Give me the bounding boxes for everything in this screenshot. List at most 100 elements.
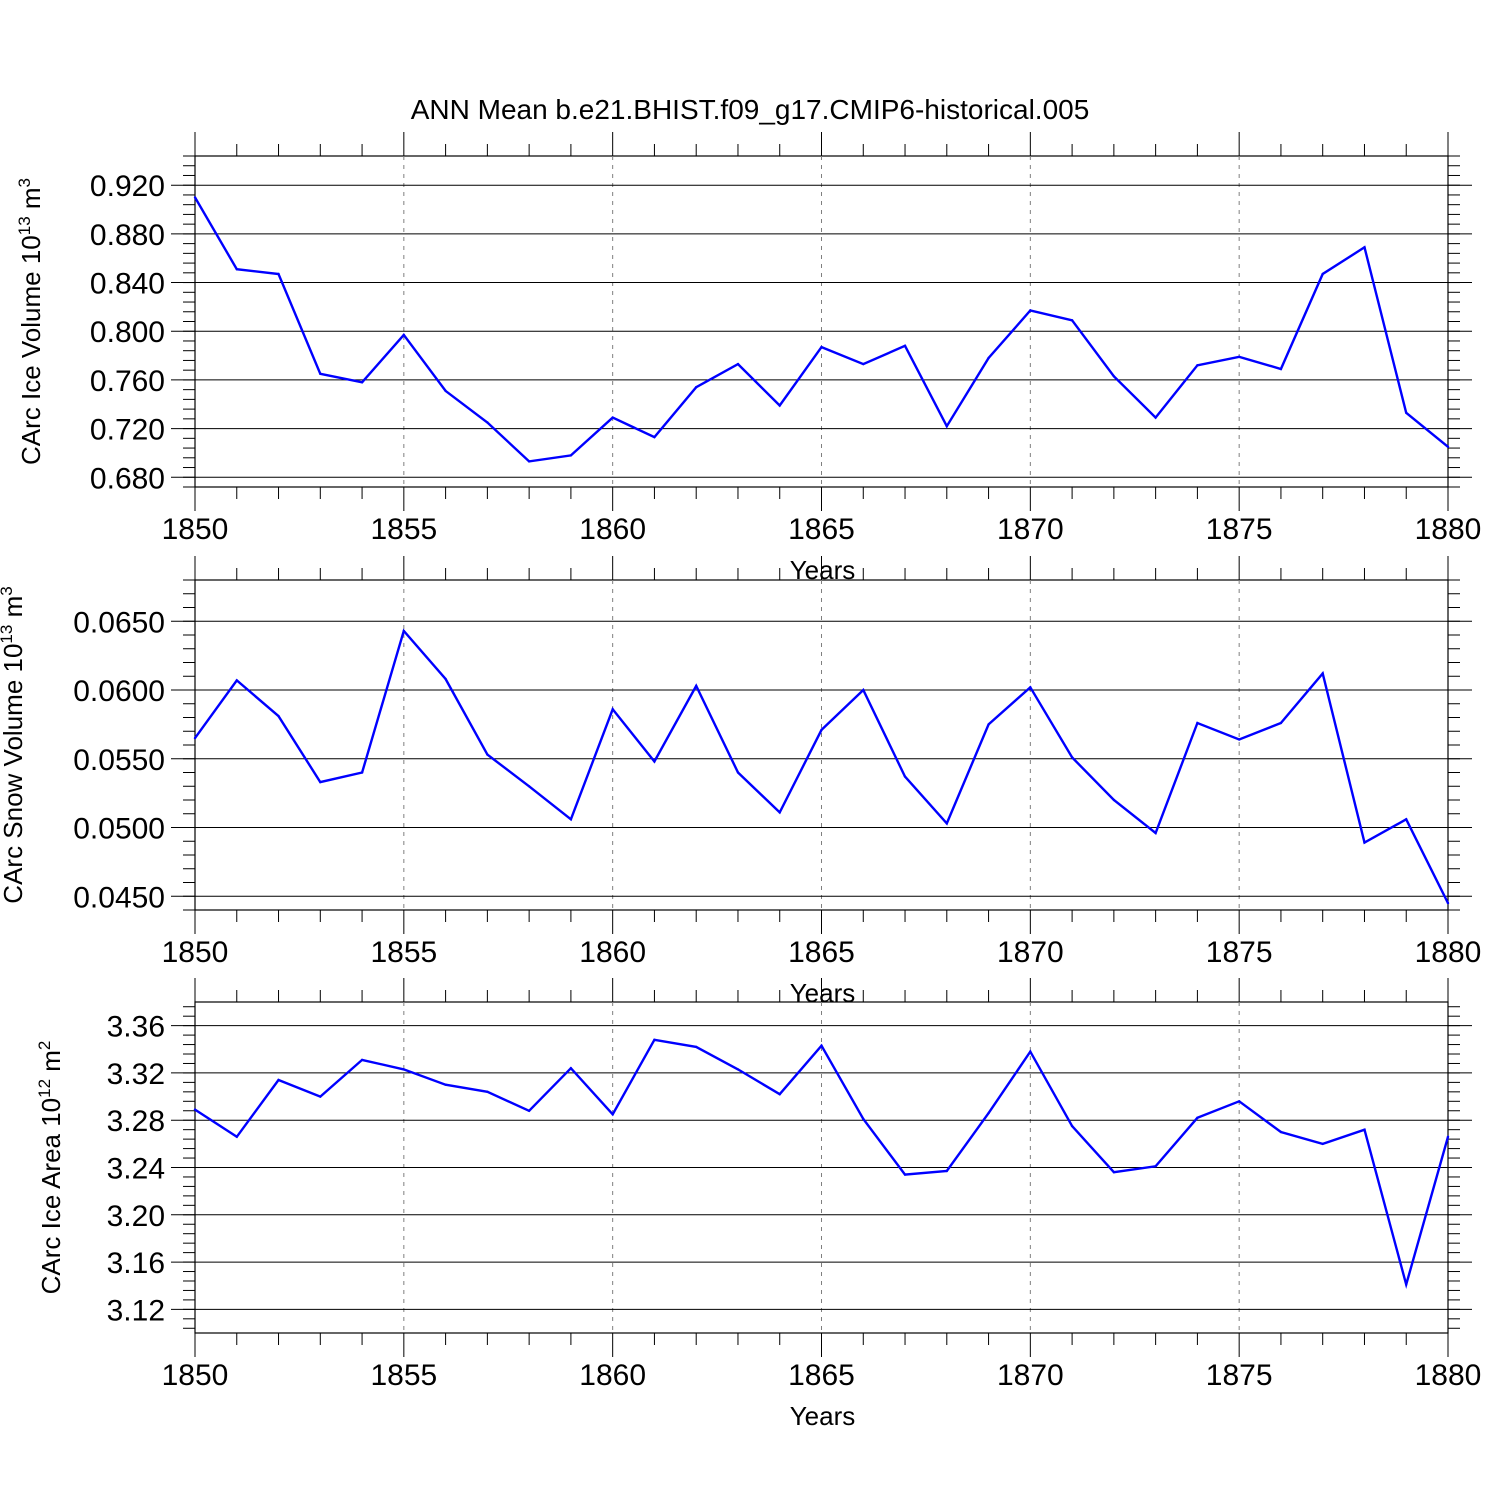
y-tick-label: 0.0550 (73, 744, 165, 777)
y-tick-label: 0.920 (90, 170, 165, 203)
data-point (1446, 1135, 1450, 1139)
data-point (862, 362, 865, 366)
y-tick-label: 3.12 (107, 1294, 165, 1327)
panel-2: 1850 1855 1860 1865 1870 1875 1880 Years 0.0450 0… (0, 556, 1481, 1008)
data-point (486, 753, 489, 756)
panel-1: 1850 1855 1860 1865 1870 1875 1880Years0.6800.… (15, 132, 1481, 585)
data-point (1279, 1130, 1283, 1134)
y-tick-label: 0.880 (90, 219, 165, 252)
data-point (1238, 738, 1241, 741)
data-point (277, 714, 280, 718)
y-tick-label: 0.0500 (73, 813, 165, 846)
y-axis-title: CArc Snow Volume 1013 m3 (0, 586, 28, 903)
y-tick-label: 0.680 (90, 462, 165, 495)
data-point (1321, 1142, 1324, 1146)
data-point (235, 679, 238, 682)
data-point (611, 416, 614, 419)
y-tick-label: 3.20 (107, 1200, 165, 1233)
data-point (778, 1093, 781, 1096)
data-point (486, 421, 489, 424)
data-point (987, 356, 990, 360)
data-point (862, 1117, 865, 1121)
x-tick-label: 1875 (1206, 513, 1273, 546)
data-point (695, 386, 698, 389)
y-tick-label: 0.720 (90, 414, 165, 447)
data-point (569, 818, 573, 821)
data-point (402, 333, 405, 337)
data-point (611, 1113, 614, 1116)
data-point (1238, 355, 1241, 358)
panel-3: 1850 1855 1860 1865 1870 1875 1880 Years 3.12 3.1… (35, 978, 1481, 1431)
data-point (193, 736, 197, 740)
y-tick-label: 0.0600 (73, 675, 165, 708)
data-point (987, 1111, 990, 1115)
data-point (820, 1044, 823, 1047)
x-tick-label: 1870 (997, 936, 1064, 969)
y-axis-title: CArc Ice Volume 1013 m3 (15, 178, 46, 465)
data-point (444, 677, 447, 681)
x-tick-label: 1850 (162, 936, 229, 969)
data-point (653, 435, 656, 439)
data-point (987, 723, 990, 726)
data-point (235, 268, 238, 271)
data-point (862, 688, 865, 692)
data-point (319, 1095, 322, 1098)
data-point (1070, 756, 1074, 759)
data-point (1154, 831, 1157, 835)
x-tick-label: 1865 (788, 513, 855, 546)
data-point (1070, 319, 1074, 322)
data-point (193, 1108, 197, 1111)
data-point (1405, 1283, 1408, 1286)
data-point (1196, 364, 1199, 367)
x-tick-label: 1860 (579, 513, 646, 546)
data-point (360, 1058, 364, 1062)
x-tick-label: 1875 (1206, 936, 1273, 969)
data-point (569, 1067, 573, 1070)
data-point (360, 381, 364, 384)
data-point (1279, 367, 1283, 371)
data-point (611, 708, 614, 711)
data-point (1029, 686, 1032, 689)
data-point (1405, 411, 1408, 414)
data-point (527, 1109, 531, 1113)
data-point (945, 425, 948, 428)
x-tick-label: 1855 (370, 936, 437, 969)
data-point (945, 822, 948, 825)
x-tick-label: 1875 (1206, 1359, 1273, 1392)
y-tick-label: 3.24 (107, 1153, 165, 1186)
x-tick-label: 1860 (579, 936, 646, 969)
data-point (778, 404, 781, 407)
data-point (1112, 1171, 1116, 1174)
x-tick-label: 1865 (788, 936, 855, 969)
data-point (1363, 1128, 1366, 1131)
data-point (1029, 309, 1032, 312)
x-tick-label: 1855 (370, 1359, 437, 1392)
data-point (1446, 445, 1450, 448)
data-point (820, 728, 823, 732)
data-point (1029, 1050, 1032, 1053)
data-point (402, 629, 405, 633)
data-point (778, 811, 781, 814)
x-tick-label: 1850 (162, 513, 229, 546)
data-point (1363, 841, 1366, 844)
y-tick-label: 0.0650 (73, 606, 165, 639)
data-point (402, 1068, 405, 1071)
data-point (903, 1173, 907, 1176)
data-point (736, 362, 740, 366)
data-point (1154, 1165, 1157, 1168)
data-point (653, 1038, 656, 1042)
data-point (695, 684, 698, 688)
data-point (193, 196, 197, 199)
panels: 1850 1855 1860 1865 1870 1875 1880 Years 0.680 0.… (0, 132, 1481, 1431)
data-point (1363, 246, 1366, 249)
x-tick-label: 1865 (788, 1359, 855, 1392)
y-tick-label: 3.36 (107, 1011, 165, 1044)
x-tick-label: 1870 (997, 513, 1064, 546)
data-point (653, 760, 656, 763)
data-point (736, 771, 740, 774)
x-tick-label: 1880 (1415, 513, 1482, 546)
data-point (1321, 672, 1324, 675)
data-point (1196, 721, 1199, 725)
data-point (1321, 272, 1324, 276)
y-tick-label: 3.32 (107, 1058, 165, 1091)
